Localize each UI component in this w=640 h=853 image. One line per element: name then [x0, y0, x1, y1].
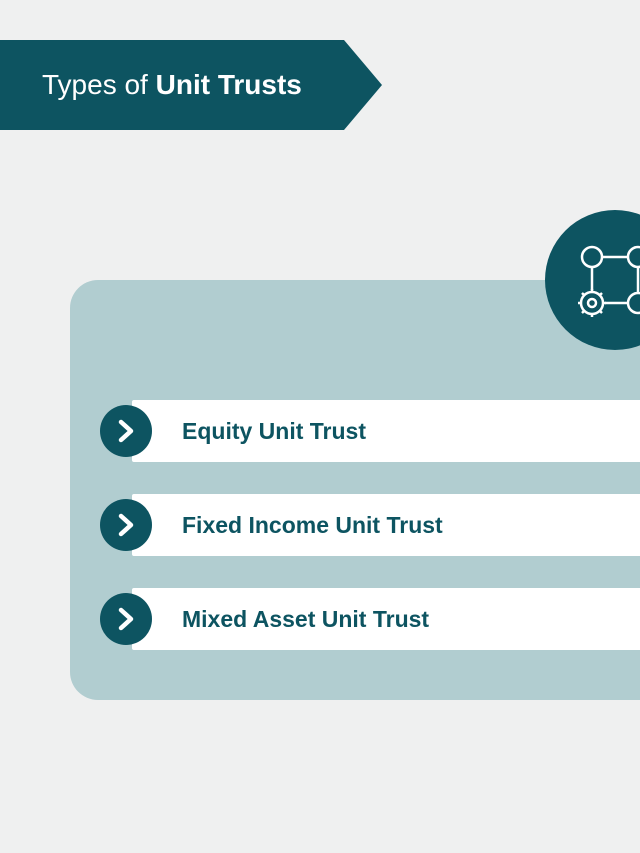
header-rect: Types of Unit Trusts — [0, 40, 344, 130]
banner-arrow — [344, 40, 382, 130]
item-box: Fixed Income Unit Trust — [132, 494, 640, 556]
card-icon-circle — [545, 210, 640, 350]
item-label: Equity Unit Trust — [182, 418, 366, 445]
item-box: Mixed Asset Unit Trust — [132, 588, 640, 650]
network-gear-icon — [570, 235, 640, 325]
page-title: Types of Unit Trusts — [42, 69, 302, 101]
list-item: Fixed Income Unit Trust — [110, 494, 640, 556]
title-bold: Unit Trusts — [156, 69, 302, 100]
list-item: Mixed Asset Unit Trust — [110, 588, 640, 650]
item-label: Mixed Asset Unit Trust — [182, 606, 429, 633]
chevron-right-icon — [100, 405, 152, 457]
chevron-right-icon — [100, 499, 152, 551]
title-prefix: Types of — [42, 69, 156, 100]
content-card: Equity Unit Trust Fixed Income Unit Trus… — [70, 280, 640, 700]
item-box: Equity Unit Trust — [132, 400, 640, 462]
item-label: Fixed Income Unit Trust — [182, 512, 443, 539]
items-list: Equity Unit Trust Fixed Income Unit Trus… — [110, 400, 640, 650]
header-banner: Types of Unit Trusts — [0, 40, 382, 130]
list-item: Equity Unit Trust — [110, 400, 640, 462]
chevron-right-icon — [100, 593, 152, 645]
